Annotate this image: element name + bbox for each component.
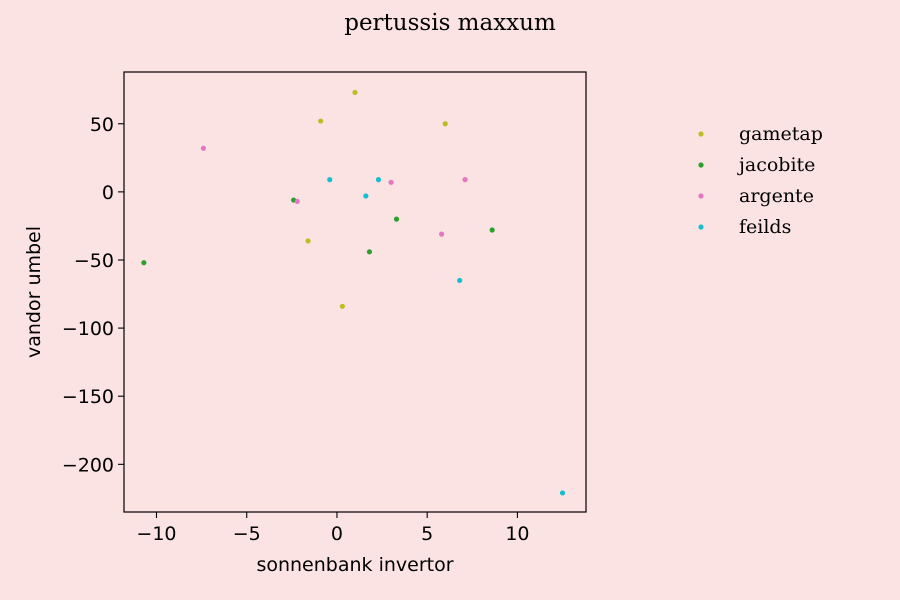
y-tick-label: 50 bbox=[90, 114, 114, 136]
legend-marker-feilds bbox=[698, 224, 704, 230]
data-point-gametap bbox=[339, 303, 345, 309]
data-points bbox=[141, 89, 566, 496]
y-tick-label: −150 bbox=[62, 386, 114, 408]
data-point-argente bbox=[200, 145, 207, 151]
data-point-argente bbox=[462, 177, 468, 183]
data-point-jacobite bbox=[489, 227, 495, 233]
data-point-argente bbox=[388, 179, 394, 185]
y-axis-label: vandor umbel bbox=[23, 226, 45, 358]
x-tick-label: 0 bbox=[331, 523, 343, 545]
x-axis-label: sonnenbank invertor bbox=[256, 554, 453, 576]
data-point-gametap bbox=[442, 121, 448, 127]
data-point-jacobite bbox=[393, 216, 400, 222]
data-point-gametap bbox=[305, 238, 311, 244]
legend-label-argente: argente bbox=[739, 185, 814, 207]
legend-marker-jacobite bbox=[698, 162, 704, 168]
legend-label-feilds: feilds bbox=[739, 216, 791, 238]
y-tick-label: −200 bbox=[62, 454, 114, 476]
legend-label-jacobite: jacobite bbox=[737, 154, 815, 176]
legend-marker-argente bbox=[698, 193, 704, 199]
chart-title: pertussis maxxum bbox=[344, 10, 556, 36]
y-tick-label: −100 bbox=[62, 318, 114, 340]
data-point-jacobite bbox=[141, 260, 147, 266]
data-point-jacobite bbox=[366, 249, 373, 255]
data-point-feilds bbox=[375, 177, 382, 183]
x-tick-label: −5 bbox=[233, 523, 261, 545]
data-point-argente bbox=[439, 231, 445, 237]
data-point-gametap bbox=[352, 89, 358, 96]
legend: gametap jacobite argente feilds bbox=[698, 123, 823, 238]
data-point-feilds bbox=[363, 193, 369, 199]
x-tick-label: 5 bbox=[421, 523, 433, 545]
legend-marker-gametap bbox=[698, 131, 704, 137]
x-axis: −10 −5 0 5 10 bbox=[136, 512, 530, 545]
data-point-feilds bbox=[327, 177, 333, 183]
data-point-feilds bbox=[457, 277, 463, 284]
y-tick-label: −50 bbox=[74, 250, 114, 272]
x-tick-label: 10 bbox=[505, 523, 529, 545]
legend-label-gametap: gametap bbox=[739, 123, 823, 145]
data-point-argente bbox=[294, 198, 300, 205]
plot-area bbox=[123, 71, 587, 513]
y-axis: 50 0 −50 −100 −150 −200 bbox=[62, 114, 124, 476]
data-point-gametap bbox=[318, 118, 324, 124]
data-point-feilds bbox=[559, 490, 566, 496]
x-tick-label: −10 bbox=[136, 523, 176, 545]
y-tick-label: 0 bbox=[102, 182, 114, 204]
